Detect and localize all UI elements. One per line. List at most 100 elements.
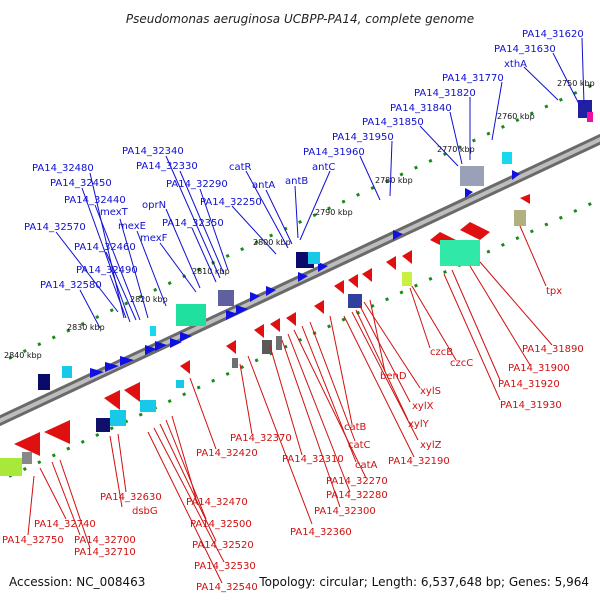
gene-block xyxy=(232,358,238,368)
gene-block xyxy=(348,294,362,308)
gene-label: PA14_32750 xyxy=(2,535,64,546)
forward-leader-lines xyxy=(55,37,585,329)
gene-label: PA14_32190 xyxy=(388,456,450,467)
reverse-leader-lines xyxy=(27,225,553,584)
gene-arrow xyxy=(236,305,248,315)
gene-label: PA14_31620 xyxy=(522,29,584,40)
gene-label: PA14_32310 xyxy=(282,454,344,465)
gene-label: PA14_31900 xyxy=(508,363,570,374)
gene-arrow xyxy=(393,230,403,240)
gene-block xyxy=(38,374,50,390)
gene-label: PA14_32570 xyxy=(24,222,86,233)
gene-label: PA14_32480 xyxy=(32,163,94,174)
gene-label: PA14_32470 xyxy=(186,497,248,508)
gene-label: antC xyxy=(312,162,335,173)
outer-track-guide xyxy=(0,79,600,365)
kbp-tick-label: 2830 kbp xyxy=(67,323,105,332)
gene-arrow xyxy=(44,420,70,444)
gene-label: benD xyxy=(380,371,407,382)
gene-arrow xyxy=(460,222,490,240)
inner-track-guide xyxy=(0,197,600,483)
gene-label: PA14_32450 xyxy=(50,178,112,189)
gene-label: xylX xyxy=(412,401,434,412)
gene-label: PA14_32520 xyxy=(192,540,254,551)
gene-label: PA14_31960 xyxy=(303,147,365,158)
gene-label: PA14_32420 xyxy=(196,448,258,459)
genome-summary-text: Topology: circular; Length: 6,537,648 bp… xyxy=(258,575,589,589)
gene-arrow xyxy=(314,300,324,314)
gene-block xyxy=(176,380,184,388)
gene-label: tpx xyxy=(546,286,562,297)
gene-label: PA14_31840 xyxy=(390,103,452,114)
gene-label: PA14_32300 xyxy=(314,506,376,517)
gene-block xyxy=(218,290,234,306)
gene-label: PA14_32280 xyxy=(326,490,388,501)
reverse-gene-track xyxy=(0,194,530,476)
gene-arrow xyxy=(386,256,396,270)
gene-label: czcC xyxy=(450,358,473,369)
gene-arrow xyxy=(14,432,40,456)
gene-arrow xyxy=(402,250,412,264)
gene-label: PA14_31950 xyxy=(332,132,394,143)
gene-block xyxy=(140,400,156,412)
gene-arrow xyxy=(270,318,280,332)
gene-label: oprN xyxy=(142,200,166,211)
kbp-tick-label: 2820 kbp xyxy=(130,295,168,304)
gene-label: PA14_32530 xyxy=(194,561,256,572)
gene-arrow xyxy=(298,272,308,282)
gene-arrow xyxy=(250,292,260,302)
gene-label: catR xyxy=(229,162,252,173)
gene-block xyxy=(176,304,206,326)
gene-label: xthA xyxy=(504,59,527,70)
gene-label: PA14_32500 xyxy=(190,519,252,530)
kbp-tick-label: 2780 kbp xyxy=(375,176,413,185)
gene-label: PA14_31770 xyxy=(442,73,504,84)
gene-arrow xyxy=(286,312,296,326)
gene-arrow xyxy=(180,360,190,374)
gene-label: antB xyxy=(285,176,308,187)
forward-gene-labels: PA14_31620 PA14_31630 xthA PA14_31770 PA… xyxy=(24,29,584,291)
gene-block xyxy=(22,452,32,464)
gene-label: xylZ xyxy=(420,440,442,451)
gene-label: PA14_32270 xyxy=(326,476,388,487)
gene-arrow xyxy=(145,345,157,355)
gene-label: mexT xyxy=(100,207,129,218)
gene-label: PA14_31630 xyxy=(494,44,556,55)
gene-arrow xyxy=(226,310,238,320)
gene-label: PA14_32360 xyxy=(290,527,352,538)
gene-label: PA14_32290 xyxy=(166,179,228,190)
gene-label: PA14_32630 xyxy=(100,492,162,503)
gene-block xyxy=(460,166,484,186)
gene-arrow xyxy=(520,194,530,204)
gene-arrow xyxy=(124,382,140,402)
gene-block xyxy=(502,152,512,164)
gene-label: catC xyxy=(348,440,371,451)
gene-label: PA14_32460 xyxy=(74,242,136,253)
gene-arrow xyxy=(104,390,120,410)
gene-block xyxy=(440,240,480,266)
gene-block xyxy=(96,418,110,432)
gene-label: PA14_32580 xyxy=(40,280,102,291)
kbp-tick-label: 2750 kbp xyxy=(557,79,595,88)
kbp-tick-label: 2790 kbp xyxy=(315,208,353,217)
reverse-gene-labels: tpx PA14_31890 PA14_31900 PA14_31920 PA1… xyxy=(2,286,584,593)
gene-arrow xyxy=(465,188,473,198)
map-title: Pseudomonas aeruginosa UCBPP-PA14, compl… xyxy=(126,12,474,26)
gene-label: xylY xyxy=(408,419,430,430)
kbp-tick-label: 2840 kbp xyxy=(4,351,42,360)
gene-block xyxy=(308,252,320,264)
gene-block xyxy=(262,340,272,354)
gene-label: PA14_32350 xyxy=(162,218,224,229)
gene-arrow xyxy=(105,362,119,372)
gene-label: PA14_32340 xyxy=(122,146,184,157)
gene-label: PA14_32330 xyxy=(136,161,198,172)
track-guides xyxy=(0,79,600,483)
gene-arrow xyxy=(362,268,372,282)
gene-label: PA14_32740 xyxy=(34,519,96,530)
gene-label: dsbG xyxy=(132,506,158,517)
gene-block xyxy=(0,458,22,476)
gene-block xyxy=(402,272,412,286)
gene-label: PA14_32370 xyxy=(230,433,292,444)
